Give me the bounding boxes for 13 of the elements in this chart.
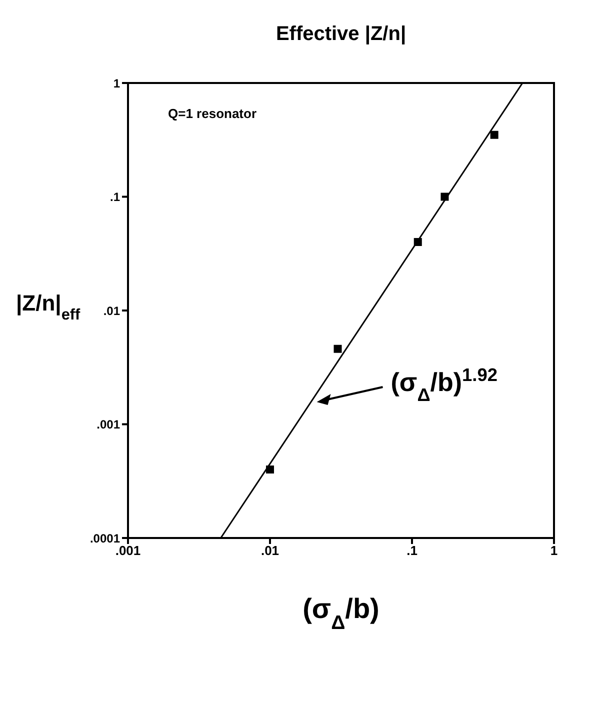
annotation: Q=1 resonator	[168, 106, 257, 121]
x-axis-title: (σ$_{Δ}$/b)	[302, 593, 380, 634]
y-tick-label: .1	[110, 190, 120, 204]
y-tick-label: .0001	[90, 531, 120, 546]
x-tick-label: 1	[550, 543, 558, 558]
x-tick-label: .01	[260, 543, 280, 558]
annotation: (σ$_{Δ}$/b)$^{1.92}$	[390, 365, 498, 406]
y-tick-label: 1	[113, 76, 120, 90]
chart-title: Effective |Z/n|	[276, 23, 406, 45]
x-tick-label: .1	[406, 543, 418, 558]
y-tick-label: .001	[96, 418, 120, 432]
y-axis-title: |Z/n|$_{eff}$	[16, 290, 81, 323]
y-tick-label: .01	[103, 304, 120, 318]
